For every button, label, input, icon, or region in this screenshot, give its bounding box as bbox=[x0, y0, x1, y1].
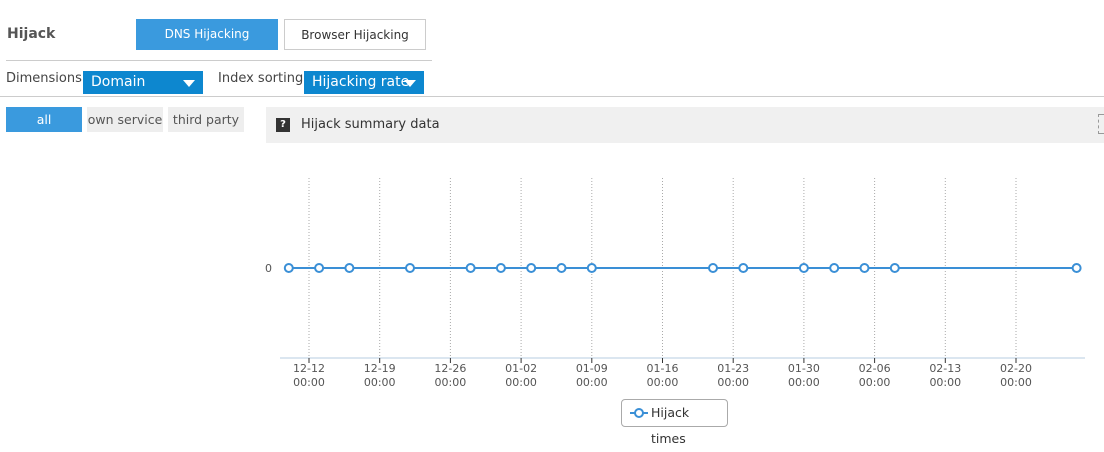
chevron-down-icon bbox=[404, 80, 416, 87]
tab-browser-hijacking[interactable]: Browser Hijacking bbox=[284, 19, 426, 50]
x-tick-label: 00:00 bbox=[1000, 376, 1032, 389]
legend-item-hijack-times[interactable]: Hijack times bbox=[621, 399, 728, 446]
x-tick-label: 02-06 bbox=[859, 362, 891, 375]
filter-all-button[interactable]: all bbox=[6, 107, 82, 132]
data-point[interactable] bbox=[344, 263, 355, 273]
x-tick-label: 01-09 bbox=[576, 362, 608, 375]
index-sorting-select[interactable]: Hijacking rate bbox=[304, 71, 424, 94]
x-tick-label: 02-20 bbox=[1000, 362, 1032, 375]
data-point[interactable] bbox=[405, 263, 415, 273]
legend-label: Hijack times bbox=[651, 405, 690, 446]
data-point[interactable] bbox=[889, 263, 900, 273]
data-point[interactable] bbox=[1071, 263, 1082, 273]
x-tick-label: 00:00 bbox=[364, 376, 396, 389]
x-tick-label: 02-13 bbox=[929, 362, 961, 375]
x-tick-label: 00:00 bbox=[788, 376, 820, 389]
data-point[interactable] bbox=[526, 263, 537, 273]
x-tick-label: 00:00 bbox=[929, 376, 961, 389]
data-point[interactable] bbox=[465, 263, 476, 273]
x-tick-label: 01-02 bbox=[505, 362, 537, 375]
y-tick-label: 0 bbox=[265, 262, 272, 275]
x-tick-label: 01-23 bbox=[717, 362, 749, 375]
data-point[interactable] bbox=[798, 263, 809, 273]
divider bbox=[0, 96, 1104, 97]
data-point[interactable] bbox=[495, 263, 506, 273]
chart: 12-1200:0012-1900:0012-2600:0001-0200:00… bbox=[265, 178, 1085, 389]
data-point[interactable] bbox=[708, 263, 718, 273]
filter-third-party-button[interactable]: third party bbox=[168, 107, 244, 132]
index-sorting-value: Hijacking rate bbox=[312, 74, 410, 90]
x-tick-label: 00:00 bbox=[717, 376, 749, 389]
x-tick-label: 00:00 bbox=[293, 376, 325, 389]
data-point[interactable] bbox=[586, 263, 597, 273]
x-tick-label: 00:00 bbox=[435, 376, 467, 389]
index-sorting-label: Index sorting bbox=[218, 71, 304, 86]
x-tick-label: 00:00 bbox=[647, 376, 679, 389]
page-title: Hijack bbox=[7, 26, 56, 42]
x-tick-label: 12-19 bbox=[364, 362, 396, 375]
data-point[interactable] bbox=[738, 263, 749, 273]
tab-dns-hijacking[interactable]: DNS Hijacking bbox=[136, 19, 278, 50]
data-point[interactable] bbox=[314, 263, 325, 273]
x-tick-label: 01-30 bbox=[788, 362, 820, 375]
x-tick-label: 00:00 bbox=[576, 376, 608, 389]
filter-own-service-button[interactable]: own service bbox=[87, 107, 163, 132]
x-tick-label: 01-16 bbox=[647, 362, 679, 375]
x-tick-label: 00:00 bbox=[859, 376, 891, 389]
data-point[interactable] bbox=[859, 263, 870, 273]
divider bbox=[6, 60, 432, 61]
dimensions-value: Domain bbox=[91, 74, 146, 90]
data-point[interactable] bbox=[283, 263, 294, 273]
chevron-down-icon bbox=[183, 80, 195, 87]
x-tick-label: 12-12 bbox=[293, 362, 325, 375]
dimensions-select[interactable]: Domain bbox=[83, 71, 203, 94]
summary-panel: ? Hijack summary data bbox=[266, 107, 1104, 143]
data-point[interactable] bbox=[829, 263, 840, 273]
summary-title: Hijack summary data bbox=[301, 117, 440, 132]
data-point[interactable] bbox=[556, 263, 567, 273]
x-tick-label: 12-26 bbox=[434, 362, 466, 375]
expand-icon[interactable] bbox=[1098, 114, 1104, 134]
question-icon[interactable]: ? bbox=[276, 118, 290, 132]
x-tick-label: 00:00 bbox=[505, 376, 537, 389]
dimensions-label: Dimensions bbox=[6, 71, 82, 86]
legend-marker-icon bbox=[630, 408, 648, 418]
